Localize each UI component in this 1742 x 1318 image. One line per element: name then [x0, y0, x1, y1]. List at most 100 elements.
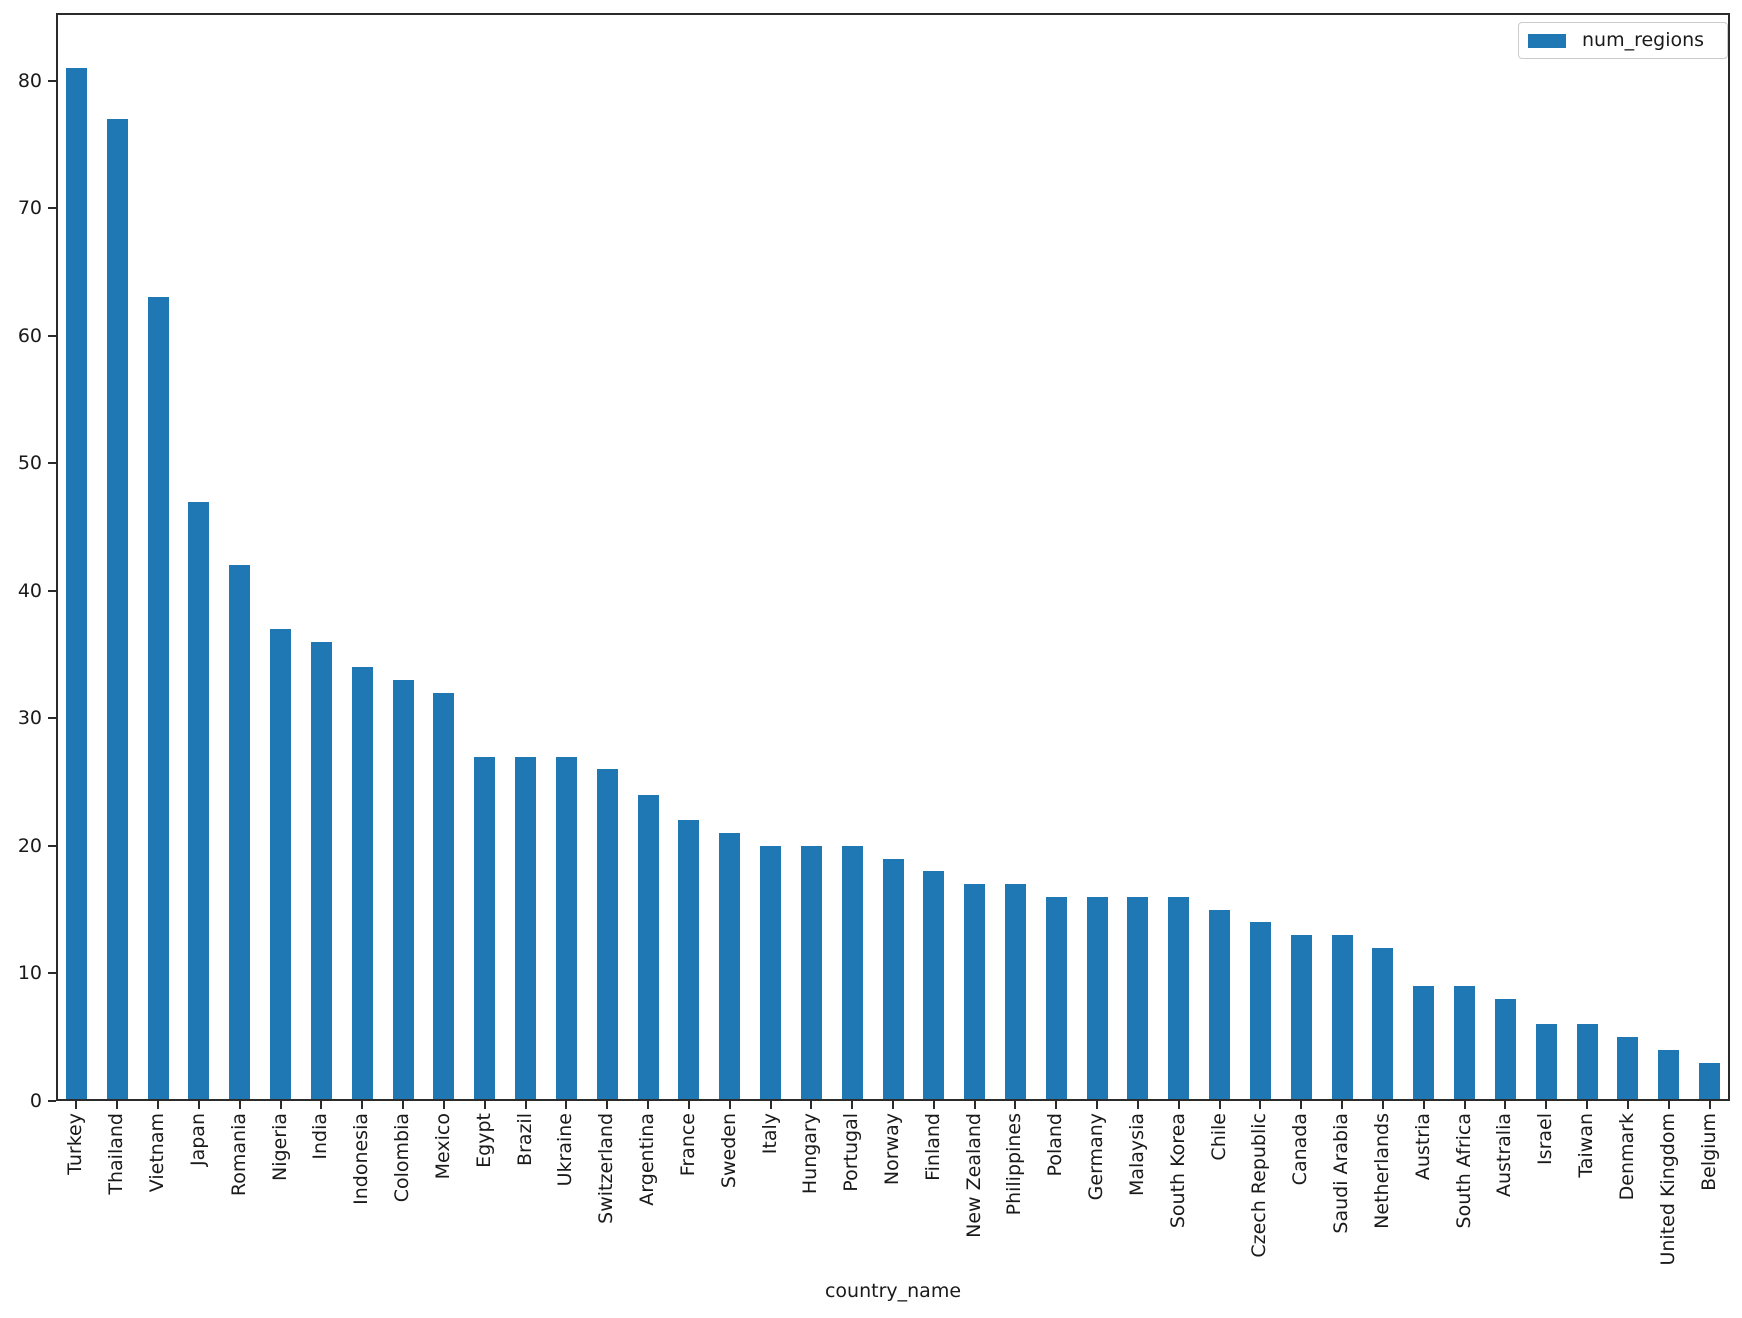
y-tick-mark — [48, 207, 56, 210]
bar — [1372, 948, 1393, 1099]
x-tick-label: Switzerland — [595, 1113, 618, 1224]
x-axis-title: country_name — [824, 1280, 962, 1302]
x-tick-mark — [198, 1101, 200, 1109]
x-tick-mark — [729, 1101, 731, 1109]
x-tick-mark — [974, 1101, 976, 1109]
y-tick-label: 80 — [17, 69, 42, 92]
x-tick-label: Australia — [1493, 1113, 1516, 1198]
bar — [1127, 897, 1148, 1099]
x-tick-label: Philippines — [1003, 1113, 1026, 1216]
x-tick-label: Israel — [1534, 1113, 1557, 1165]
x-tick-mark — [892, 1101, 894, 1109]
x-tick-label: Japan — [187, 1113, 210, 1166]
x-tick-mark — [1300, 1101, 1302, 1109]
x-tick-mark — [606, 1101, 608, 1109]
bar — [393, 680, 414, 1099]
legend-label: num_regions — [1582, 29, 1705, 51]
x-tick-label: France — [677, 1113, 700, 1177]
bar — [1699, 1063, 1720, 1099]
x-tick-label: Canada — [1289, 1113, 1312, 1186]
x-tick-mark — [1423, 1101, 1425, 1109]
x-tick-mark — [75, 1101, 77, 1109]
x-tick-label: New Zealand — [963, 1113, 986, 1238]
bar — [638, 795, 659, 1099]
x-tick-label: Indonesia — [350, 1113, 373, 1205]
bar — [1577, 1024, 1598, 1099]
y-tick-label: 70 — [17, 197, 42, 220]
x-tick-label: Colombia — [391, 1113, 414, 1203]
x-tick-mark — [1096, 1101, 1098, 1109]
y-tick-label: 30 — [17, 707, 42, 730]
x-tick-mark — [1014, 1101, 1016, 1109]
x-tick-mark — [1586, 1101, 1588, 1109]
bar — [923, 871, 944, 1099]
legend: num_regions — [1518, 22, 1728, 59]
y-tick-mark — [48, 334, 56, 337]
x-tick-mark — [1341, 1101, 1343, 1109]
bar — [678, 820, 699, 1099]
x-tick-label: Chile — [1208, 1113, 1231, 1161]
y-tick-mark — [48, 1100, 56, 1102]
x-tick-label: United Kingdom — [1657, 1113, 1680, 1266]
bar — [1495, 999, 1516, 1099]
x-tick-label: Egypt — [473, 1113, 496, 1168]
x-tick-label: Netherlands — [1371, 1113, 1394, 1229]
x-tick-mark — [525, 1101, 527, 1109]
bar — [352, 667, 373, 1099]
x-tick-label: Denmark — [1616, 1113, 1639, 1201]
x-tick-mark — [810, 1101, 812, 1109]
bar — [1087, 897, 1108, 1099]
x-tick-mark — [565, 1101, 567, 1109]
x-tick-mark — [239, 1101, 241, 1109]
bar — [270, 629, 291, 1099]
bar — [107, 119, 128, 1099]
x-tick-label: Saudi Arabia — [1330, 1113, 1353, 1234]
x-tick-label: Finland — [922, 1113, 945, 1181]
x-tick-mark — [770, 1101, 772, 1109]
x-tick-label: Nigeria — [269, 1113, 292, 1181]
bar — [311, 642, 332, 1099]
bar — [719, 833, 740, 1099]
x-tick-mark — [443, 1101, 445, 1109]
bar — [760, 846, 781, 1099]
x-tick-mark — [1504, 1101, 1506, 1109]
x-tick-mark — [933, 1101, 935, 1109]
y-tick-label: 50 — [17, 452, 42, 475]
bar — [801, 846, 822, 1099]
bar — [66, 68, 87, 1099]
x-tick-label: South Africa — [1453, 1113, 1476, 1229]
x-tick-mark — [280, 1101, 282, 1109]
bar — [188, 502, 209, 1099]
bar — [433, 693, 454, 1099]
x-tick-mark — [647, 1101, 649, 1109]
x-tick-mark — [1259, 1101, 1261, 1109]
x-tick-mark — [361, 1101, 363, 1109]
bar — [1617, 1037, 1638, 1099]
bar — [1413, 986, 1434, 1099]
y-tick-mark — [48, 717, 56, 720]
x-tick-mark — [1627, 1101, 1629, 1109]
bar — [1168, 897, 1189, 1099]
bar — [1005, 884, 1026, 1099]
bar — [1250, 922, 1271, 1099]
y-tick-mark — [48, 462, 56, 465]
bar — [148, 297, 169, 1099]
bar — [229, 565, 250, 1099]
bar — [515, 757, 536, 1099]
bar — [1291, 935, 1312, 1099]
x-tick-mark — [1545, 1101, 1547, 1109]
x-tick-label: Sweden — [718, 1113, 741, 1189]
bar — [1046, 897, 1067, 1099]
x-tick-label: Portugal — [840, 1113, 863, 1192]
legend-swatch — [1528, 33, 1566, 48]
x-tick-mark — [402, 1101, 404, 1109]
x-tick-mark — [1137, 1101, 1139, 1109]
x-tick-mark — [688, 1101, 690, 1109]
bar — [1209, 910, 1230, 1099]
x-tick-mark — [116, 1101, 118, 1109]
y-tick-label: 60 — [17, 324, 42, 347]
x-tick-mark — [1382, 1101, 1384, 1109]
x-tick-label: Turkey — [64, 1113, 87, 1175]
x-tick-label: Argentina — [636, 1113, 659, 1206]
